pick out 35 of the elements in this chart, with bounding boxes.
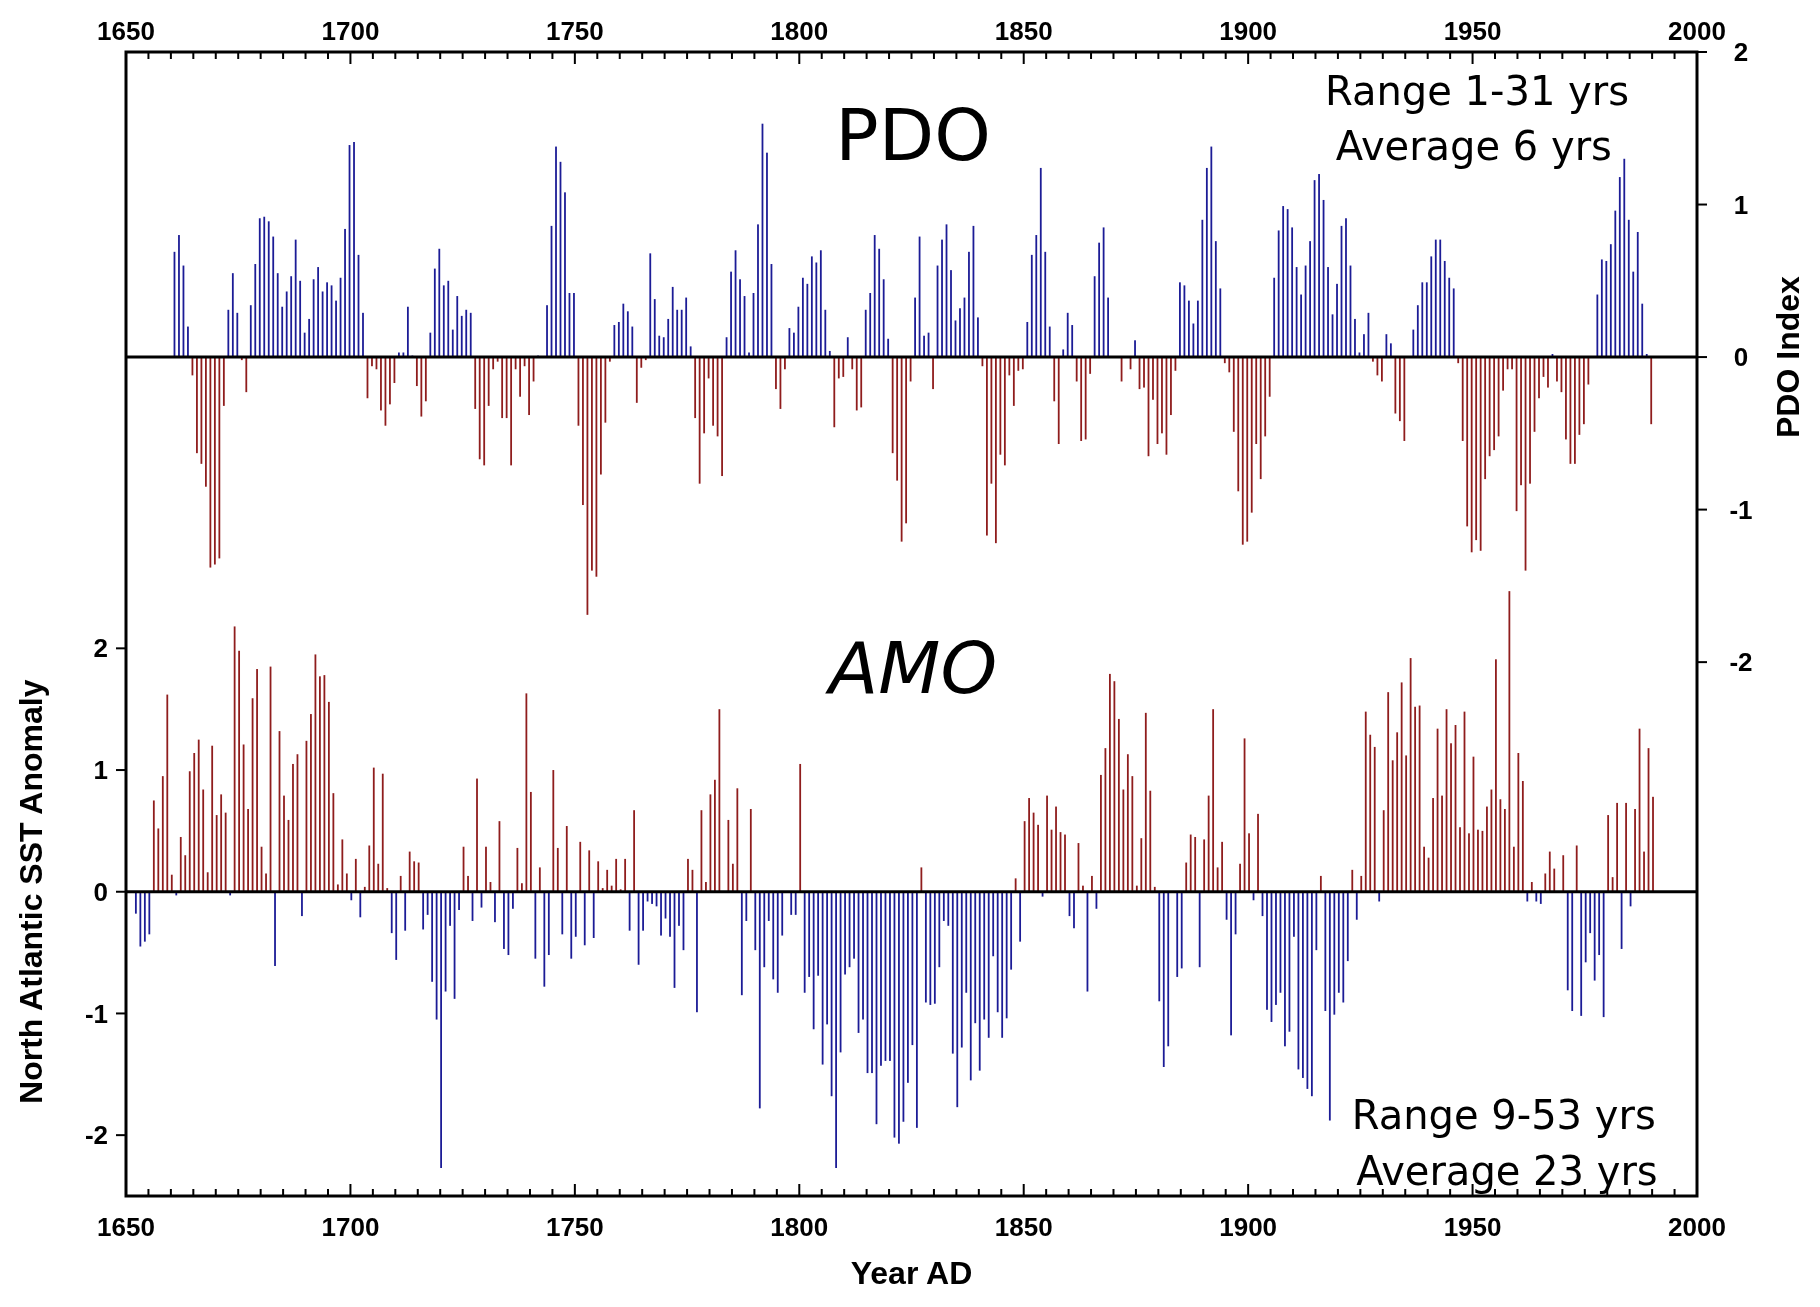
y2-tick-label: -1: [1729, 494, 1753, 525]
annotation: Range 9-53 yrs: [1351, 1091, 1656, 1138]
x2-tick-label: 1800: [770, 1212, 829, 1242]
y-tick-label: -1: [84, 998, 108, 1029]
x-tick-label: 1800: [770, 16, 829, 46]
x-tick-label: 1650: [97, 16, 155, 46]
x2-tick-label: 1750: [545, 1212, 604, 1242]
x2-tick-label: 1850: [994, 1212, 1053, 1242]
x-tick-label: 1750: [545, 16, 604, 46]
y2-tick-label: -2: [1729, 647, 1753, 678]
x2-tick-label: 1950: [1443, 1212, 1502, 1242]
x2-tick-label: 1700: [321, 1212, 380, 1242]
y-tick-label: 2: [93, 633, 108, 664]
y-axis-title: North Atlantic SST Anomaly: [13, 679, 49, 1104]
x2-tick-label: 2000: [1668, 1212, 1726, 1242]
y2-axis-title: PDO Index: [1770, 275, 1807, 438]
y-tick-label: -2: [84, 1120, 108, 1151]
x2-tick-label: 1650: [97, 1212, 155, 1242]
annotation: Average 23 yrs: [1356, 1147, 1658, 1194]
x-tick-label: 1900: [1219, 16, 1278, 46]
annotation: Range 1-31 yrs: [1325, 67, 1630, 114]
x2-tick-label: 1900: [1219, 1212, 1278, 1242]
y2-tick-label: 2: [1733, 37, 1749, 68]
y2-tick-label: 0: [1733, 342, 1749, 373]
x-tick-label: 1700: [321, 16, 380, 46]
x-tick-label: 1950: [1443, 16, 1502, 46]
annotation: Average 6 yrs: [1335, 122, 1612, 169]
x-tick-label: 2000: [1668, 16, 1726, 46]
series-label: PDO: [835, 92, 991, 177]
x-axis-title: Year AD: [850, 1255, 973, 1291]
series-label: AMO: [825, 625, 998, 710]
y2-tick-label: 1: [1733, 189, 1749, 220]
y-tick-label: 1: [93, 755, 108, 786]
y-tick-label: 0: [93, 876, 108, 907]
x-tick-label: 1850: [994, 16, 1053, 46]
